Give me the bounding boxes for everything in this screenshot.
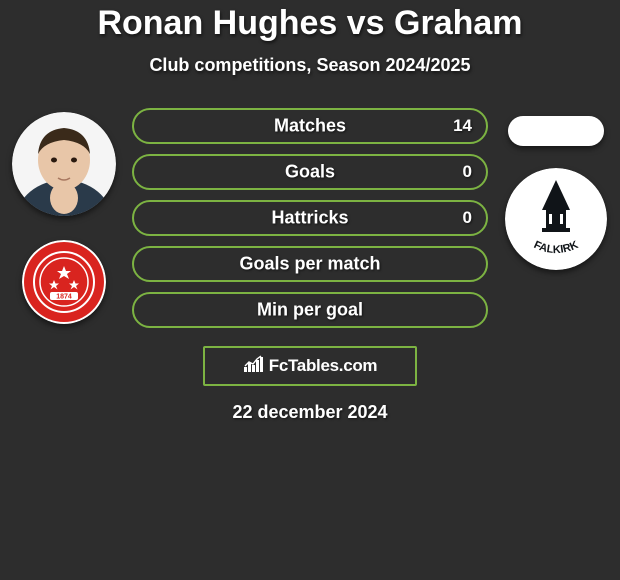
- player-avatar-left: [12, 112, 116, 216]
- player-avatar-right: [508, 116, 604, 146]
- stat-pill: Goals per match: [132, 246, 488, 282]
- right-column: FALKIRK: [492, 108, 620, 270]
- bar-chart-icon: [243, 355, 265, 378]
- date-text: 22 december 2024: [0, 402, 620, 423]
- stat-label: Matches: [134, 116, 486, 137]
- comparison-body: 1874 Matches 14 Goals 0: [0, 108, 620, 328]
- stat-row: Min per goal: [132, 292, 488, 328]
- stat-pill: Matches 14: [132, 108, 488, 144]
- page-title: Ronan Hughes vs Graham: [0, 4, 620, 43]
- branding-box: FcTables.com: [203, 346, 417, 386]
- club-badge-left: 1874: [22, 240, 106, 324]
- stat-row: Goals 0: [132, 154, 488, 190]
- stat-right-value: 0: [463, 162, 472, 182]
- stat-row: Hattricks 0: [132, 200, 488, 236]
- stat-right-value: 0: [463, 208, 472, 228]
- stat-label: Goals: [134, 162, 486, 183]
- brand-text: FcTables.com: [269, 356, 378, 376]
- stat-label: Min per goal: [134, 300, 486, 321]
- svg-text:1874: 1874: [56, 294, 72, 301]
- stat-right-value: 14: [453, 116, 472, 136]
- stat-pill: Min per goal: [132, 292, 488, 328]
- comparison-card: Ronan Hughes vs Graham Club competitions…: [0, 0, 620, 423]
- stat-row: Matches 14: [132, 108, 488, 144]
- stat-row: Goals per match: [132, 246, 488, 282]
- left-column: 1874: [0, 108, 128, 324]
- stats-list: Matches 14 Goals 0 Hattricks 0: [128, 108, 492, 328]
- stat-pill: Hattricks 0: [132, 200, 488, 236]
- club-badge-right: FALKIRK: [505, 168, 607, 270]
- stat-pill: Goals 0: [132, 154, 488, 190]
- page-subtitle: Club competitions, Season 2024/2025: [0, 55, 620, 76]
- stat-label: Hattricks: [134, 208, 486, 229]
- stat-label: Goals per match: [134, 254, 486, 275]
